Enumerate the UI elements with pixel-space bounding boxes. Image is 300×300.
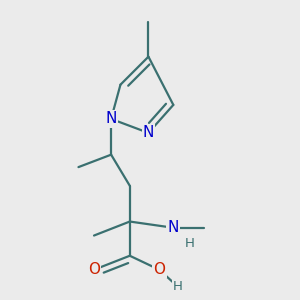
Text: O: O: [88, 262, 100, 277]
Text: H: H: [173, 280, 183, 293]
Text: H: H: [184, 237, 194, 250]
Text: N: N: [105, 111, 117, 126]
Text: O: O: [153, 262, 165, 277]
Text: N: N: [143, 125, 154, 140]
Text: N: N: [168, 220, 179, 235]
